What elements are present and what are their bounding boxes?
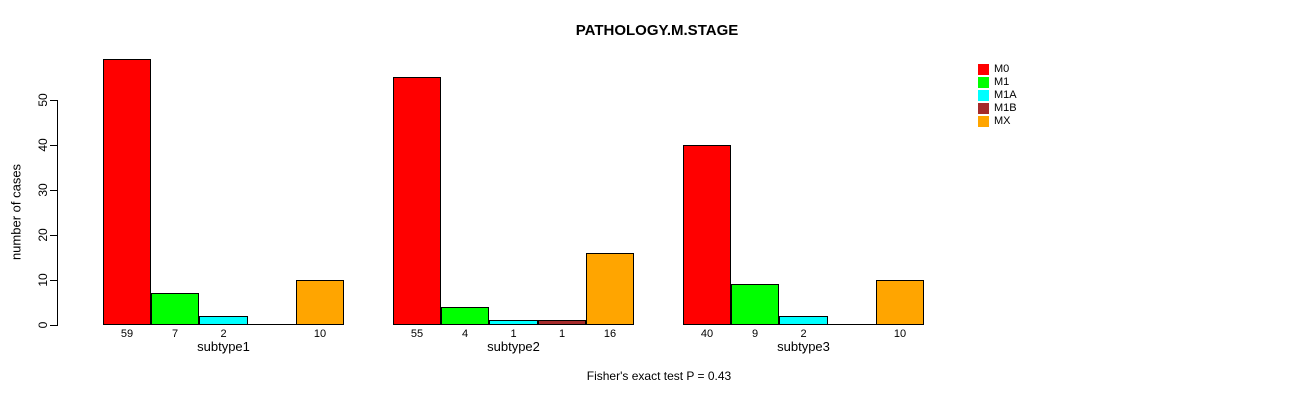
category-label-subtype3: subtype3: [777, 339, 830, 354]
legend-item-label: M1: [994, 76, 1010, 88]
legend-swatch-icon: [978, 77, 989, 88]
footer-text: Fisher's exact test P = 0.43: [586, 369, 732, 383]
bar-mx-subtype2: [586, 253, 634, 325]
legend-item-m0: M0: [978, 63, 1017, 76]
bar-mx-subtype3: [876, 280, 924, 325]
y-tick-label: 40: [36, 138, 50, 152]
bar-m1b-subtype2: [538, 320, 586, 325]
bar-m1-subtype3: [731, 284, 779, 325]
bar-value-label: 1: [510, 328, 517, 340]
y-tick-mark: [50, 280, 57, 281]
y-tick-mark: [50, 235, 57, 236]
category-label-subtype2: subtype2: [487, 339, 540, 354]
legend-item-label: M1A: [994, 89, 1017, 101]
y-tick-mark: [50, 145, 57, 146]
bar-zero-m1b-subtype1: [248, 324, 296, 325]
legend-swatch-icon: [978, 64, 989, 75]
bar-value-label: 10: [893, 328, 907, 340]
bar-value-label: 55: [410, 328, 424, 340]
y-axis-line: [57, 100, 58, 326]
bar-value-label: 1: [558, 328, 566, 340]
bar-m0-subtype2: [393, 77, 441, 325]
bar-value-label: 2: [800, 328, 807, 340]
legend-item-m1: M1: [978, 76, 1017, 89]
legend-item-m1b: M1B: [978, 102, 1017, 115]
bar-m1a-subtype2: [489, 320, 538, 325]
legend: M0 M1 M1A M1B MX: [978, 63, 1017, 128]
y-tick-label: 20: [36, 228, 50, 242]
bar-mx-subtype1: [296, 280, 344, 325]
bar-value-label: 40: [700, 328, 714, 340]
bar-m0-subtype3: [683, 145, 731, 325]
legend-item-m1a: M1A: [978, 89, 1017, 102]
bar-value-label: 10: [313, 328, 327, 340]
bar-m1-subtype2: [441, 307, 489, 325]
legend-item-label: MX: [994, 115, 1011, 127]
bar-m1a-subtype3: [779, 316, 828, 325]
bar-m1-subtype1: [151, 293, 199, 325]
y-axis-label: number of cases: [8, 163, 24, 261]
legend-swatch-icon: [978, 116, 989, 127]
bar-value-label: 16: [603, 328, 617, 340]
chart-title: PATHOLOGY.M.STAGE: [575, 22, 739, 39]
bar-m0-subtype1: [103, 59, 151, 325]
bar-m1a-subtype1: [199, 316, 248, 325]
bar-value-label: 4: [461, 328, 469, 340]
category-label-subtype1: subtype1: [197, 339, 250, 354]
bar-value-label: 9: [751, 328, 759, 340]
y-tick-label: 0: [36, 321, 50, 329]
bar-value-label: 59: [120, 328, 134, 340]
y-tick-label: 30: [36, 183, 50, 197]
bar-value-label: 2: [220, 328, 227, 340]
legend-item-mx: MX: [978, 115, 1017, 128]
legend-swatch-icon: [978, 103, 989, 114]
legend-item-label: M0: [994, 63, 1010, 75]
legend-swatch-icon: [978, 90, 989, 101]
y-tick-label: 50: [36, 93, 50, 107]
legend-item-label: M1B: [994, 102, 1017, 114]
bar-value-label: 7: [171, 328, 179, 340]
y-tick-mark: [50, 100, 57, 101]
y-tick-label: 10: [36, 273, 50, 287]
bar-zero-m1b-subtype3: [828, 324, 876, 325]
y-tick-mark: [50, 190, 57, 191]
y-tick-mark: [50, 325, 57, 326]
